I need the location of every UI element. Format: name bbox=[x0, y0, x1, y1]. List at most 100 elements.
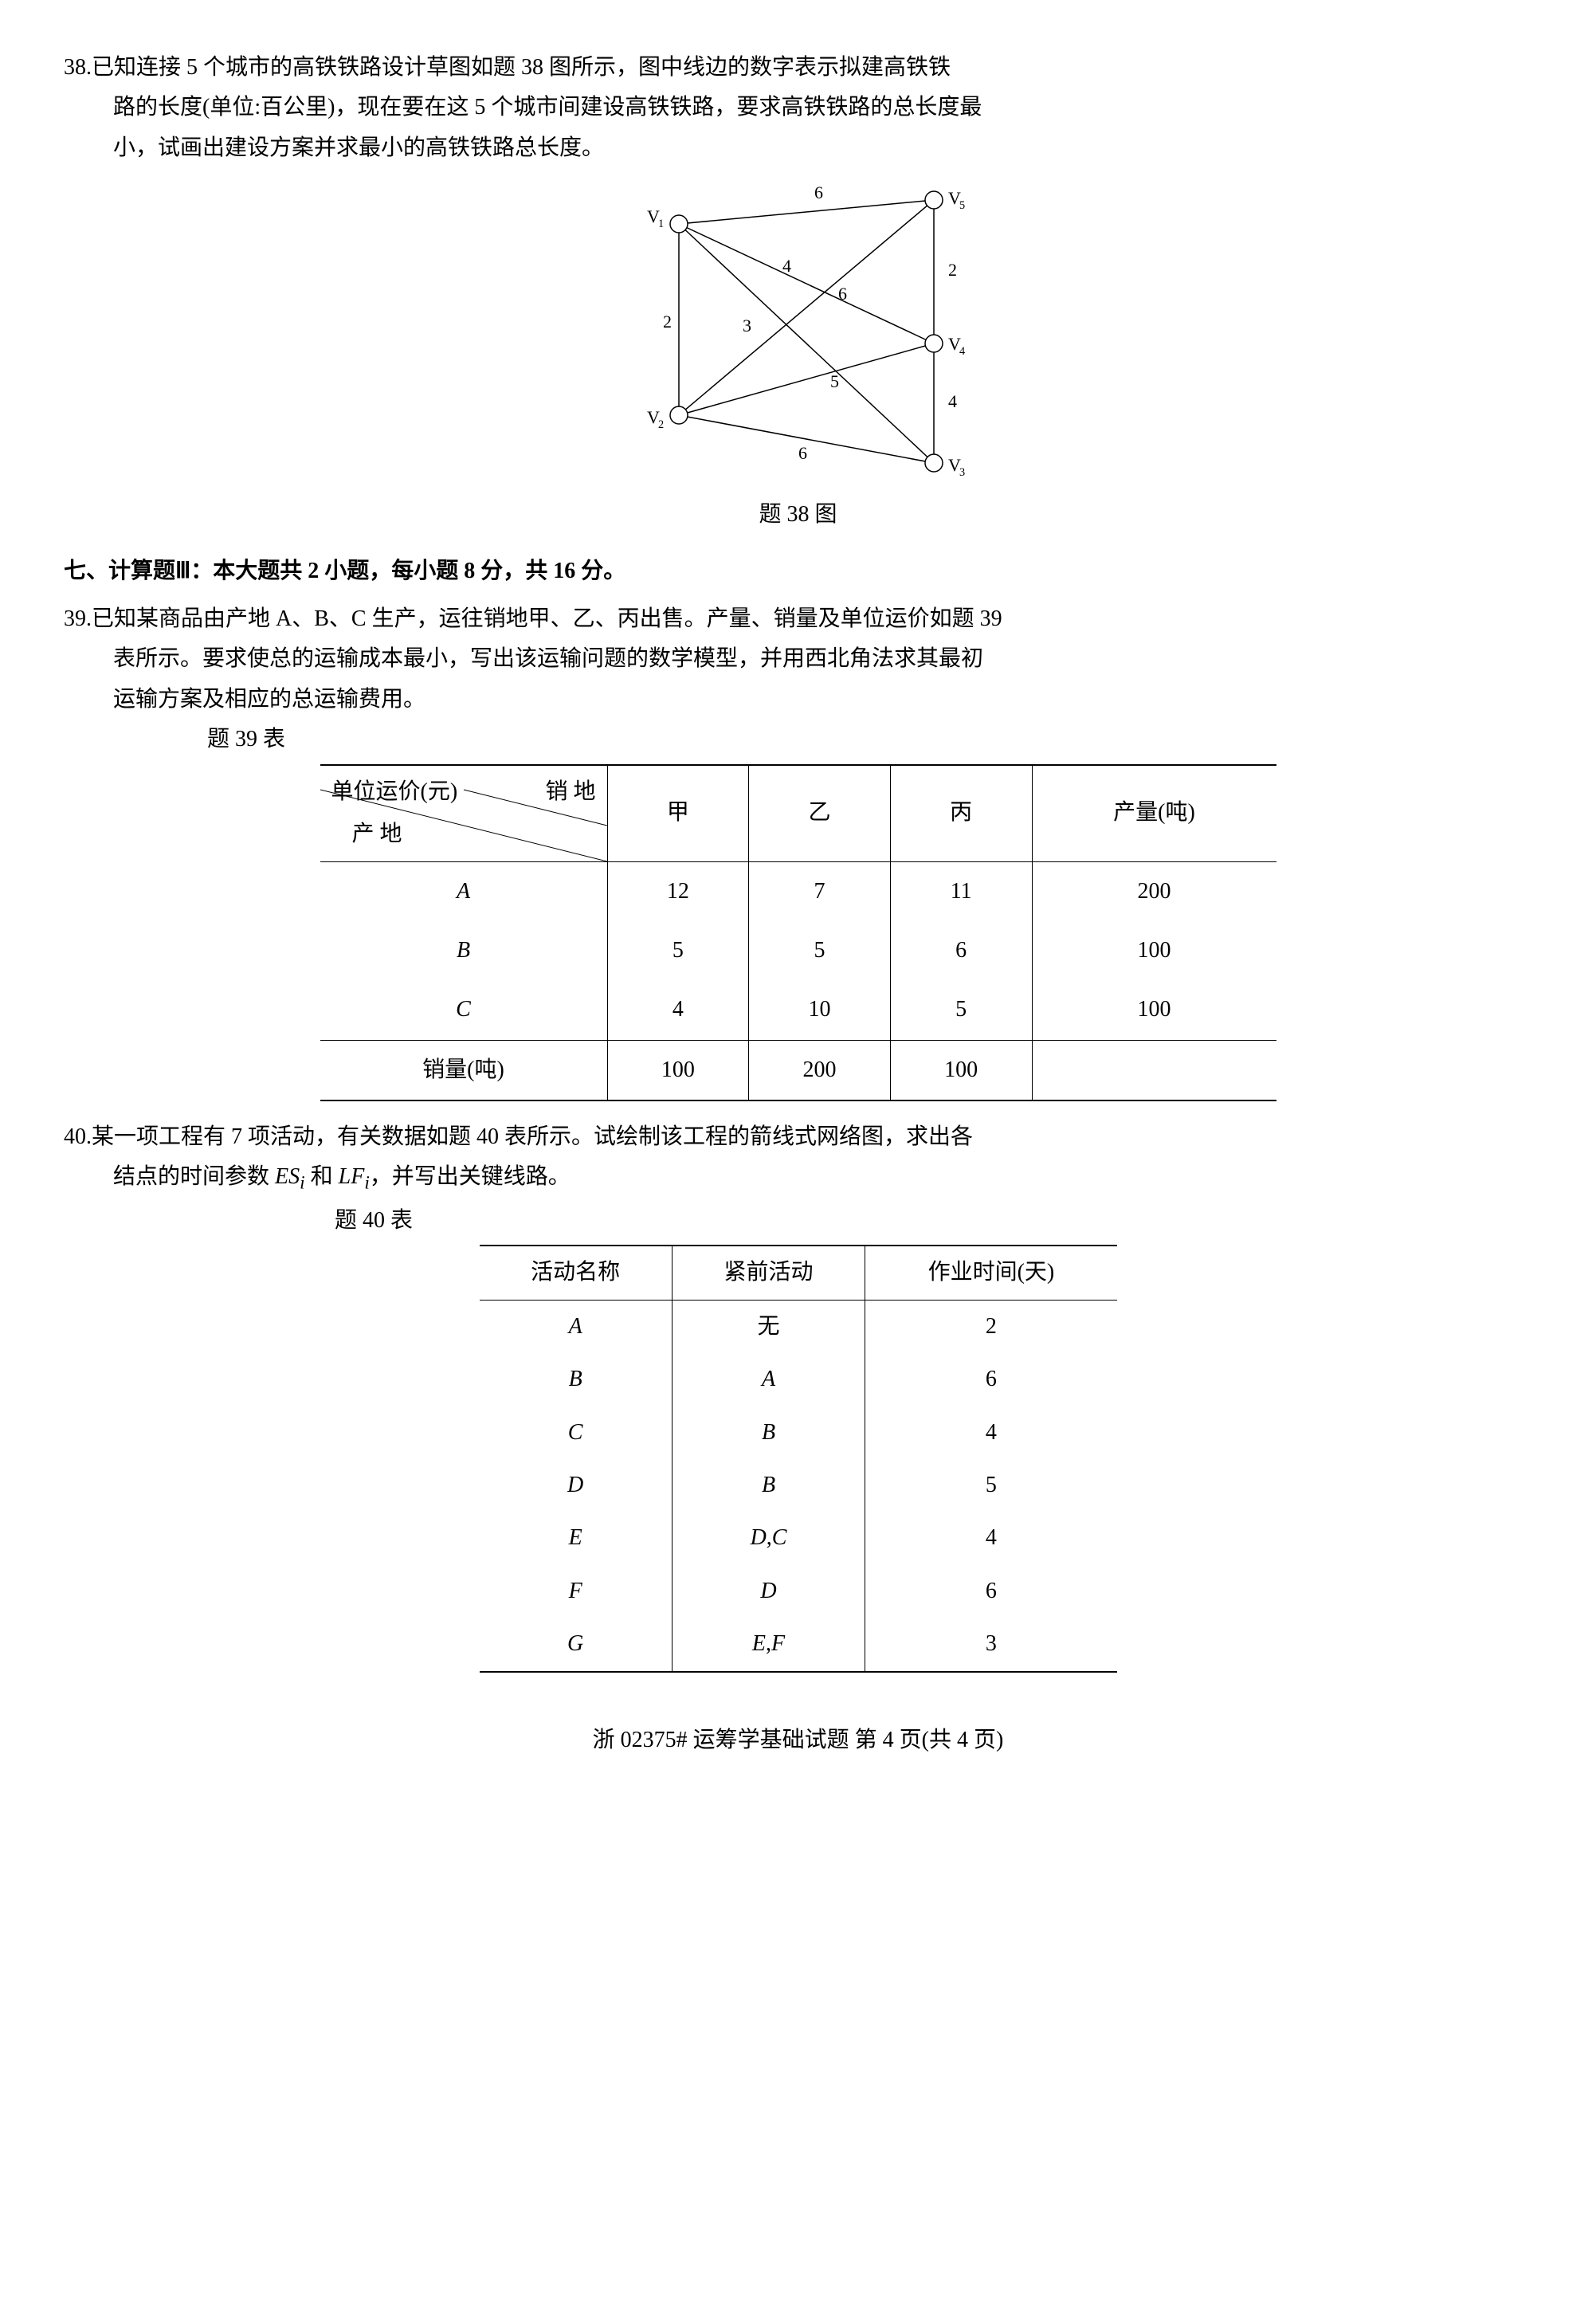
supply-header: 产量(吨) bbox=[1032, 765, 1276, 862]
activity-cell: B bbox=[672, 1406, 865, 1459]
dest-col-2: 丙 bbox=[890, 765, 1032, 862]
activity-cell: C bbox=[480, 1406, 673, 1459]
origin-cell: B bbox=[320, 921, 608, 980]
q39-caption: 题 39 表 bbox=[207, 720, 1532, 759]
corner-right-label: 销 地 bbox=[545, 772, 595, 812]
demand-0: 100 bbox=[607, 1040, 749, 1100]
activity-cell: G bbox=[480, 1618, 673, 1671]
q39-line2: 表所示。要求使总的运输成本最小，写出该运输问题的数学模型，并用西北角法求其最初 bbox=[64, 639, 1532, 679]
activity-cell: 无 bbox=[672, 1300, 865, 1353]
supply-cell: 100 bbox=[1032, 921, 1276, 980]
q39-line3: 运输方案及相应的总运输费用。 bbox=[64, 680, 1532, 720]
svg-text:6: 6 bbox=[798, 443, 807, 463]
q40-table: 活动名称 紧前活动 作业时间(天) A无2BA6CB4DB5ED,C4FD6GE… bbox=[480, 1245, 1117, 1672]
q38-graph: 643265624V1V2V3V4V5 bbox=[591, 176, 1006, 487]
page-footer: 浙 02375# 运筹学基础试题 第 4 页(共 4 页) bbox=[64, 1720, 1532, 1760]
activity-cell: F bbox=[480, 1565, 673, 1618]
table-row: 活动名称 紧前活动 作业时间(天) bbox=[480, 1246, 1117, 1300]
table-row: C4105100 bbox=[320, 980, 1276, 1040]
cost-cell: 5 bbox=[607, 921, 749, 980]
lf-symbol: LF bbox=[339, 1164, 365, 1189]
dest-col-0: 甲 bbox=[607, 765, 749, 862]
svg-text:4: 4 bbox=[782, 256, 791, 276]
q38-caption: 题 38 图 bbox=[64, 495, 1532, 535]
q39-text: 39.已知某商品由产地 A、B、C 生产，运往销地甲、乙、丙出售。产量、销量及单… bbox=[64, 599, 1532, 639]
q39-number: 39. bbox=[64, 606, 92, 631]
question-38: 38.已知连接 5 个城市的高铁铁路设计草图如题 38 图所示，图中线边的数字表… bbox=[64, 48, 1532, 536]
table-row: DB5 bbox=[480, 1459, 1117, 1512]
es-symbol: ES bbox=[275, 1164, 300, 1189]
table-row: GE,F3 bbox=[480, 1618, 1117, 1671]
cost-cell: 7 bbox=[749, 861, 891, 921]
activity-cell: 6 bbox=[865, 1565, 1117, 1618]
demand-2: 100 bbox=[890, 1040, 1032, 1100]
table-row: A无2 bbox=[480, 1300, 1117, 1353]
activity-cell: A bbox=[672, 1353, 865, 1406]
table-row: 单位运价(元) 销 地 产 地 甲 乙 丙 产量(吨) bbox=[320, 765, 1276, 862]
activity-cell: E,F bbox=[672, 1618, 865, 1671]
act-hdr-2: 作业时间(天) bbox=[865, 1246, 1117, 1300]
activity-cell: B bbox=[672, 1459, 865, 1512]
svg-text:6: 6 bbox=[838, 284, 847, 304]
activity-cell: B bbox=[480, 1353, 673, 1406]
supply-cell: 100 bbox=[1032, 980, 1276, 1040]
cost-cell: 11 bbox=[890, 861, 1032, 921]
corner-bottom-label: 产 地 bbox=[352, 814, 402, 854]
activity-cell: 3 bbox=[865, 1618, 1117, 1671]
dest-col-1: 乙 bbox=[749, 765, 891, 862]
diagonal-header-cell: 单位运价(元) 销 地 产 地 bbox=[320, 765, 608, 862]
activity-cell: 6 bbox=[865, 1353, 1117, 1406]
corner-top-label: 单位运价(元) bbox=[331, 772, 458, 812]
demand-1: 200 bbox=[749, 1040, 891, 1100]
supply-cell: 200 bbox=[1032, 861, 1276, 921]
section-7-header: 七、计算题Ⅲ：本大题共 2 小题，每小题 8 分，共 16 分。 bbox=[64, 551, 1532, 591]
q40-text: 40.某一项工程有 7 项活动，有关数据如题 40 表所示。试绘制该工程的箭线式… bbox=[64, 1117, 1532, 1157]
activity-cell: D bbox=[672, 1565, 865, 1618]
q38-line3: 小，试画出建设方案并求最小的高铁铁路总长度。 bbox=[64, 128, 1532, 168]
svg-text:4: 4 bbox=[948, 391, 957, 411]
q38-line1: 已知连接 5 个城市的高铁铁路设计草图如题 38 图所示，图中线边的数字表示拟建… bbox=[92, 55, 951, 80]
svg-text:2: 2 bbox=[663, 312, 672, 332]
q40-and: 和 bbox=[305, 1164, 339, 1189]
svg-text:4: 4 bbox=[959, 345, 965, 358]
q39-table: 单位运价(元) 销 地 产 地 甲 乙 丙 产量(吨) A12711200B55… bbox=[320, 764, 1276, 1102]
q40-caption: 题 40 表 bbox=[335, 1201, 1532, 1241]
table-row: CB4 bbox=[480, 1406, 1117, 1459]
q38-text: 38.已知连接 5 个城市的高铁铁路设计草图如题 38 图所示，图中线边的数字表… bbox=[64, 48, 1532, 88]
activity-cell: 4 bbox=[865, 1512, 1117, 1564]
q40-line2: 结点的时间参数 ESi 和 LFi，并写出关键线路。 bbox=[64, 1157, 1532, 1201]
cost-cell: 4 bbox=[607, 980, 749, 1040]
demand-header: 销量(吨) bbox=[320, 1040, 608, 1100]
table-row: B556100 bbox=[320, 921, 1276, 980]
table-row: FD6 bbox=[480, 1565, 1117, 1618]
origin-cell: A bbox=[320, 861, 608, 921]
svg-text:5: 5 bbox=[959, 199, 965, 212]
q40-number: 40. bbox=[64, 1124, 92, 1149]
activity-cell: A bbox=[480, 1300, 673, 1353]
activity-cell: E bbox=[480, 1512, 673, 1564]
q40-line1: 某一项工程有 7 项活动，有关数据如题 40 表所示。试绘制该工程的箭线式网络图… bbox=[92, 1124, 973, 1149]
table-row: A12711200 bbox=[320, 861, 1276, 921]
demand-blank bbox=[1032, 1040, 1276, 1100]
q40-l2b: ，并写出关键线路。 bbox=[370, 1164, 571, 1189]
svg-text:6: 6 bbox=[814, 182, 823, 202]
q40-l2a: 结点的时间参数 bbox=[113, 1164, 275, 1189]
svg-text:5: 5 bbox=[830, 371, 839, 391]
table-row: ED,C4 bbox=[480, 1512, 1117, 1564]
svg-text:1: 1 bbox=[658, 218, 664, 230]
svg-text:2: 2 bbox=[658, 418, 664, 431]
question-40: 40.某一项工程有 7 项活动，有关数据如题 40 表所示。试绘制该工程的箭线式… bbox=[64, 1117, 1532, 1672]
svg-text:2: 2 bbox=[948, 260, 957, 280]
act-hdr-1: 紧前活动 bbox=[672, 1246, 865, 1300]
cost-cell: 5 bbox=[890, 980, 1032, 1040]
act-hdr-0: 活动名称 bbox=[480, 1246, 673, 1300]
question-39: 39.已知某商品由产地 A、B、C 生产，运往销地甲、乙、丙出售。产量、销量及单… bbox=[64, 599, 1532, 1101]
cost-cell: 10 bbox=[749, 980, 891, 1040]
origin-cell: C bbox=[320, 980, 608, 1040]
cost-cell: 5 bbox=[749, 921, 891, 980]
table-row: BA6 bbox=[480, 1353, 1117, 1406]
activity-cell: 5 bbox=[865, 1459, 1117, 1512]
q39-line1: 已知某商品由产地 A、B、C 生产，运往销地甲、乙、丙出售。产量、销量及单位运价… bbox=[92, 606, 1002, 631]
activity-cell: D,C bbox=[672, 1512, 865, 1564]
svg-text:3: 3 bbox=[743, 316, 751, 335]
